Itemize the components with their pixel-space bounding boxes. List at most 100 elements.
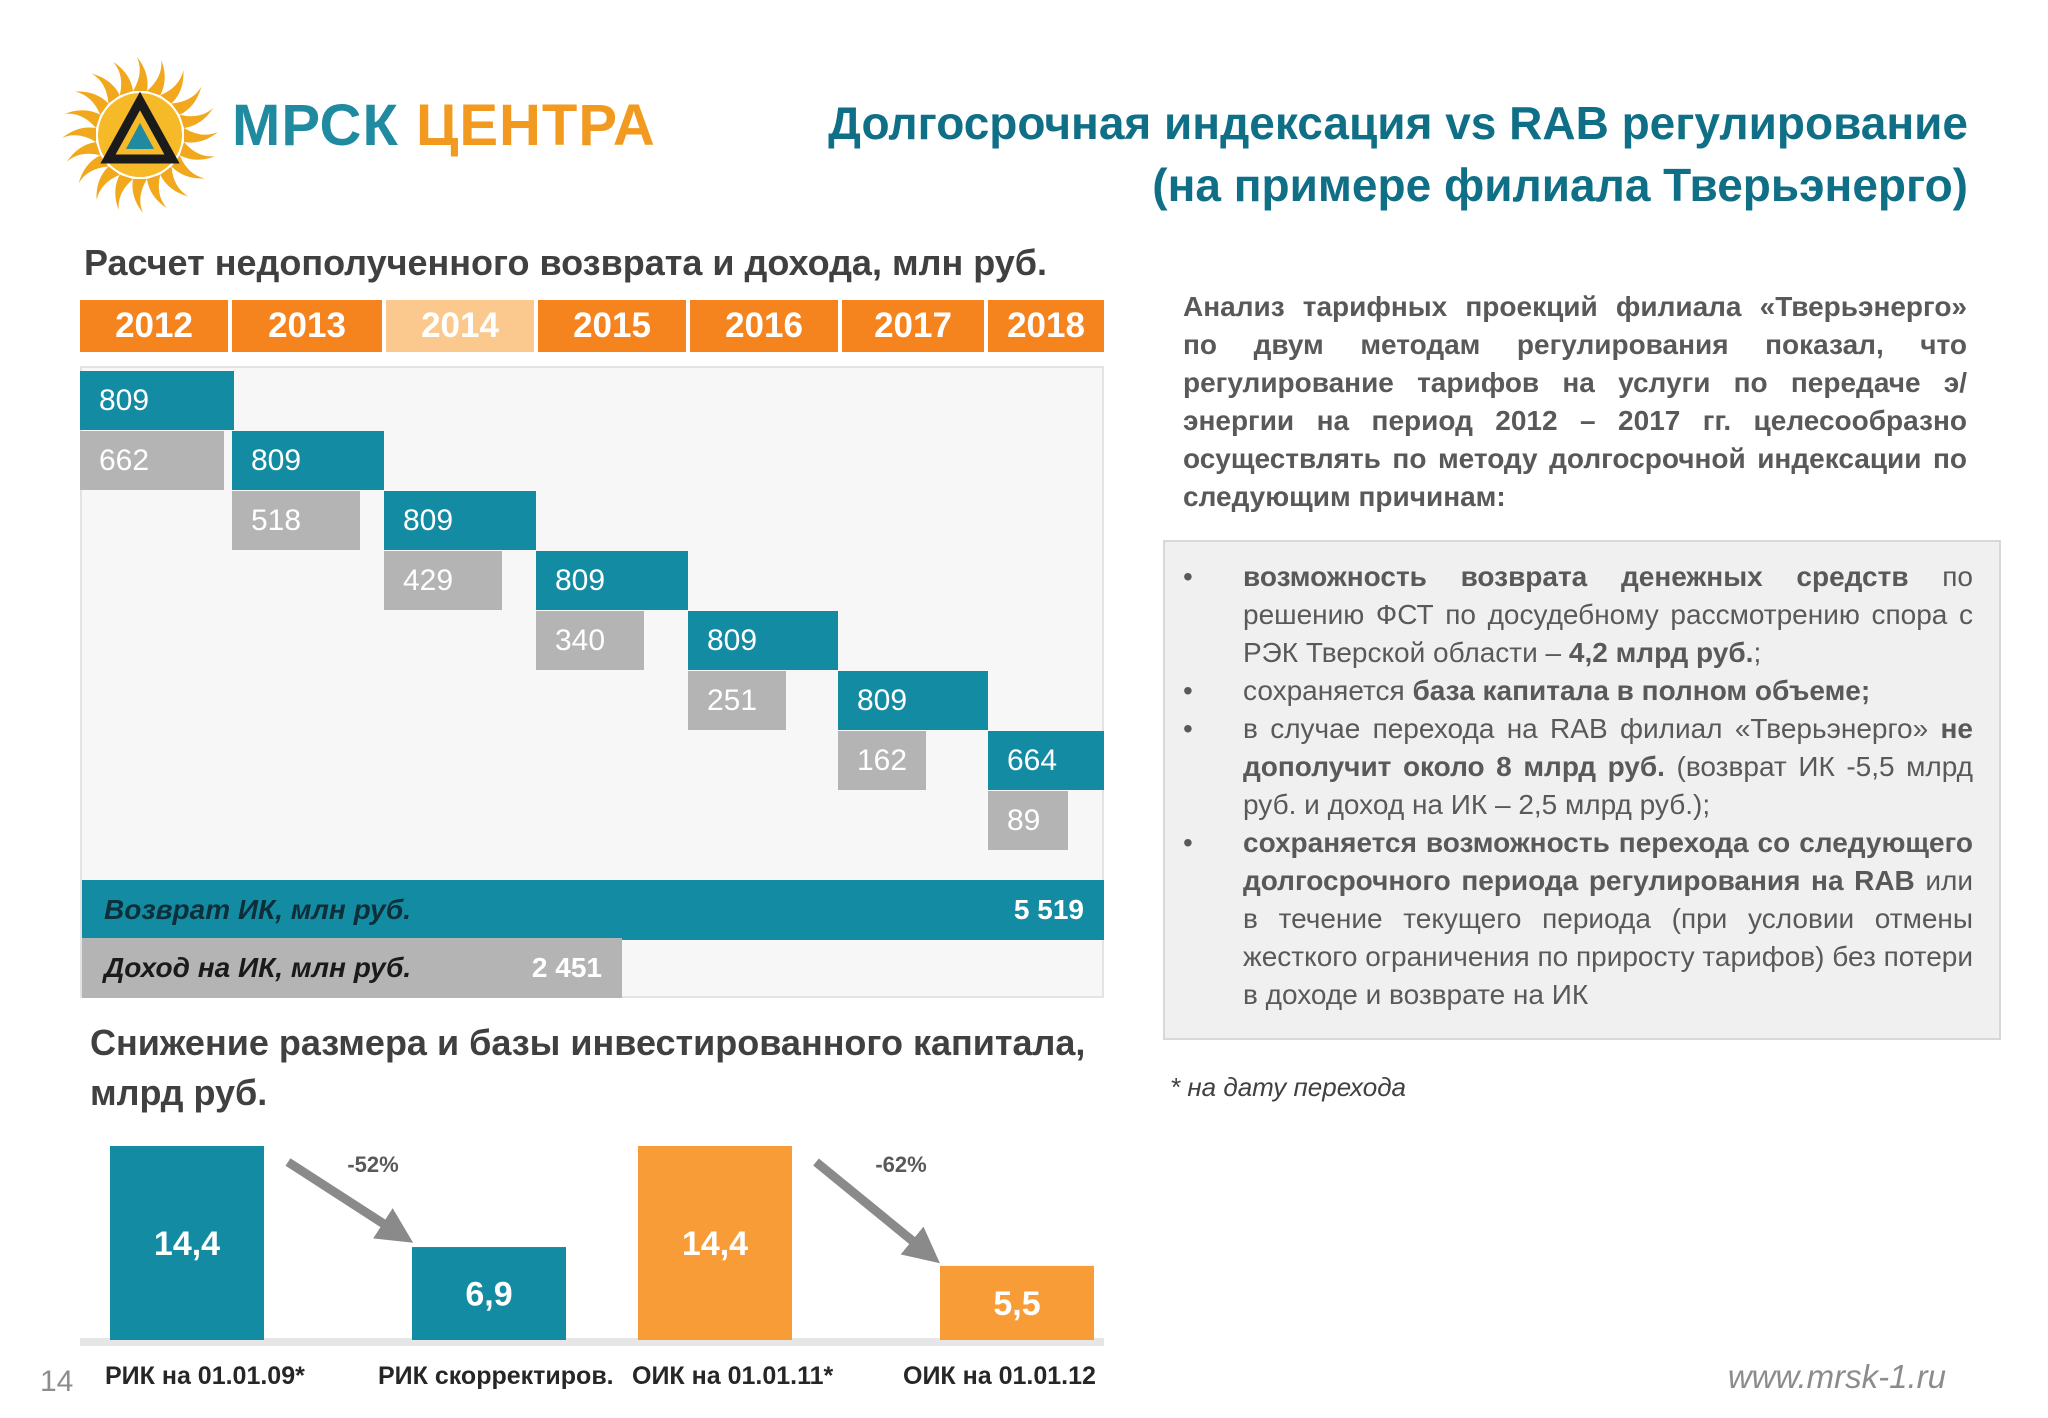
sun-ray bbox=[62, 127, 96, 142]
reason-bold-2: 4,2 млрд руб. bbox=[1568, 637, 1754, 668]
year-header-2018: 2018 bbox=[988, 300, 1104, 352]
year-header-2015: 2015 bbox=[538, 300, 686, 352]
change-arrow-2 bbox=[813, 1158, 940, 1264]
logo-part-1: МРСК bbox=[232, 93, 399, 158]
sun-ray bbox=[64, 110, 101, 129]
bar-category-4: ОИК на 01.01.12 bbox=[903, 1362, 1096, 1390]
title-line-2: (на примере филиала Тверьэнерго) bbox=[1152, 159, 1968, 211]
website-url: www.mrsk-1.ru bbox=[1727, 1358, 1946, 1395]
reason-text-2: ; bbox=[1753, 637, 1762, 668]
reason-bold-2: база капитала в полном объеме; bbox=[1412, 675, 1871, 706]
capital-bar-label-1: 14,4 bbox=[154, 1225, 220, 1263]
sun-ray bbox=[78, 155, 109, 184]
sun-ray bbox=[113, 61, 134, 96]
change-label-2: -62% bbox=[875, 1152, 926, 1177]
return-cell-2016: 809 bbox=[688, 611, 838, 670]
page-number: 14 bbox=[40, 1365, 74, 1398]
reason-item: • сохраняется база капитала в полном объе… bbox=[1183, 672, 1973, 710]
reason-text-1: в случае перехода на RAB филиал «Тверьэн… bbox=[1243, 713, 1941, 744]
return-cell-2018: 664 bbox=[988, 731, 1104, 790]
year-header-2013: 2013 bbox=[232, 300, 382, 352]
income-total-value: 2 451 bbox=[531, 952, 602, 983]
sun-ray bbox=[160, 70, 184, 104]
sun-ray bbox=[146, 174, 167, 209]
return-total-value: 5 519 bbox=[1013, 894, 1084, 925]
capital-bar-4 bbox=[940, 1265, 1094, 1340]
bullet-icon: • bbox=[1183, 713, 1193, 744]
reason-text-2: (возврат ИК -5,5 млрд руб. и доход на ИК… bbox=[1243, 751, 1973, 820]
bar-category-2: РИК скорректиров. bbox=[378, 1362, 614, 1390]
bullet-icon: • bbox=[1183, 675, 1193, 706]
income-cell-2012: 662 bbox=[80, 431, 224, 490]
section-heading-capital-line-2: млрд руб. bbox=[90, 1072, 268, 1113]
sun-ray bbox=[179, 108, 214, 129]
reasons-list: • возможность возврата денежных средств п… bbox=[1183, 558, 1973, 1014]
change-arrow-1 bbox=[285, 1158, 414, 1243]
income-cell-2018: 89 bbox=[988, 791, 1068, 850]
capital-bar-label-3: 14,4 bbox=[682, 1225, 748, 1263]
sun-ray bbox=[171, 86, 202, 115]
sun-ray bbox=[133, 57, 148, 91]
sun-ray bbox=[75, 91, 109, 115]
bar-category-1: РИК на 01.01.09* bbox=[105, 1362, 305, 1390]
return-cell-2015: 809 bbox=[536, 551, 688, 610]
income-total-bar: Доход на ИК, млн руб. 2 451 bbox=[82, 938, 622, 998]
income-cell-2015: 340 bbox=[536, 611, 644, 670]
reason-item: • возможность возврата денежных средств п… bbox=[1183, 558, 1973, 672]
sun-ray bbox=[160, 166, 189, 197]
return-total-label: Возврат ИК, млн руб. bbox=[104, 894, 412, 925]
title-line-1: Долгосрочная индексация vs RAB регулиров… bbox=[828, 97, 1968, 149]
sun-ray bbox=[146, 59, 165, 96]
sun-ray bbox=[184, 128, 218, 143]
year-header-2017: 2017 bbox=[842, 300, 984, 352]
sun-ray bbox=[66, 141, 101, 162]
sun-ray bbox=[91, 73, 120, 104]
capital-bar-1 bbox=[110, 1146, 264, 1340]
sun-ray bbox=[171, 155, 205, 179]
analysis-text: Анализ тарифных проекций филиала «Тверьэ… bbox=[1183, 291, 1967, 512]
chart-baseline bbox=[80, 1338, 1104, 1346]
return-cell-2013: 809 bbox=[232, 431, 384, 490]
section-heading-capital: Снижение размера и базы инвестированного… bbox=[90, 1018, 1085, 1118]
return-cell-2014: 809 bbox=[384, 491, 536, 550]
reasons-box: • возможность возврата денежных средств п… bbox=[1163, 540, 2001, 1040]
bullet-icon: • bbox=[1183, 827, 1193, 858]
capital-bar-2 bbox=[412, 1247, 566, 1340]
bullet-icon: • bbox=[1183, 561, 1193, 592]
reason-text-1: по решению ФСТ по досудебному рассмотрен… bbox=[1243, 561, 1973, 668]
year-header-2014: 2014 bbox=[386, 300, 534, 352]
section-heading-capital-line-1: Снижение размера и базы инвестированного… bbox=[90, 1022, 1086, 1063]
capital-bar-chart: 14,4 6,9 14,4 5,5 -52% -62% bbox=[80, 1146, 1104, 1346]
sun-ray bbox=[179, 141, 216, 160]
bar-category-3: ОИК на 01.01.11* bbox=[632, 1362, 834, 1390]
reason-bold-2: не дополучит около 8 млрд руб. bbox=[1243, 713, 1973, 782]
return-cell-2012: 809 bbox=[80, 371, 234, 430]
income-cell-2017: 162 bbox=[838, 731, 926, 790]
income-total-label: Доход на ИК, млн руб. bbox=[104, 952, 412, 983]
capital-bar-label-4: 5,5 bbox=[993, 1285, 1040, 1323]
return-total-bar: Возврат ИК, млн руб. 5 519 bbox=[82, 880, 1104, 940]
reason-item: • сохраняется возможность перехода со сле… bbox=[1183, 824, 1973, 1014]
change-label-1: -52% bbox=[347, 1152, 398, 1177]
year-header-2012: 2012 bbox=[80, 300, 228, 352]
year-header-2016: 2016 bbox=[690, 300, 838, 352]
income-cell-2016: 251 bbox=[688, 671, 786, 730]
capital-bar-3 bbox=[638, 1146, 792, 1340]
income-cell-2014: 429 bbox=[384, 551, 502, 610]
capital-bar-label-2: 6,9 bbox=[465, 1276, 512, 1314]
logo-part-2: ЦЕНТРА bbox=[415, 93, 656, 158]
sun-ray bbox=[115, 174, 134, 211]
income-cell-2013: 518 bbox=[232, 491, 360, 550]
reason-text-1: сохраняется bbox=[1243, 675, 1413, 706]
reason-bold-1: сохраняется возможность перехода со след… bbox=[1243, 827, 1973, 896]
return-cell-2017: 809 bbox=[838, 671, 988, 730]
company-logo bbox=[62, 57, 218, 213]
page-title: Долгосрочная индексация vs RAB регулиров… bbox=[828, 92, 1968, 216]
sun-rays-icon bbox=[62, 57, 218, 213]
sun-ray bbox=[132, 179, 147, 213]
footnote: * на дату перехода bbox=[1170, 1072, 1407, 1102]
sun-ray bbox=[96, 166, 120, 200]
logo-wordmark: МРСК ЦЕНТРА bbox=[232, 92, 656, 159]
reason-bold-1: возможность возврата денежных средств bbox=[1243, 561, 1909, 592]
section-heading-returns: Расчет недополученного возврата и дохода… bbox=[84, 242, 1047, 283]
